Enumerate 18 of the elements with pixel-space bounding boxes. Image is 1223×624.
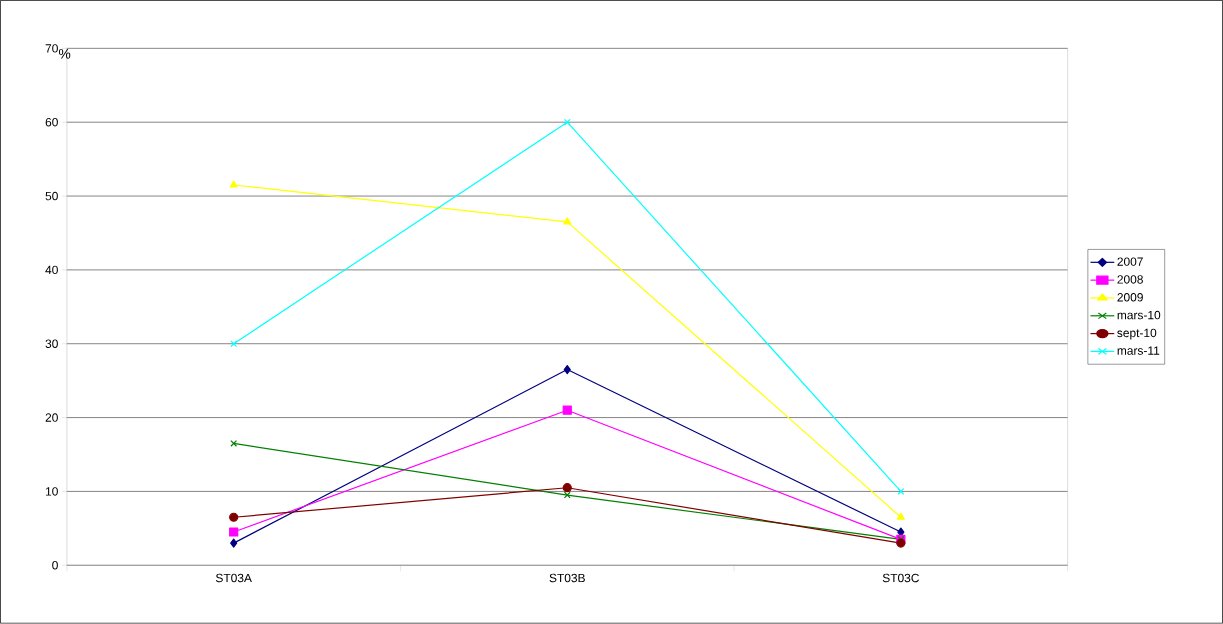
y-tick-label: 20 <box>45 413 58 422</box>
x-tick-label: ST03A <box>215 573 252 583</box>
y-tick-label: 10 <box>45 487 58 496</box>
y-tick-label: 30 <box>45 339 58 349</box>
y-axis-title: % <box>58 49 71 59</box>
legend-label: mars-11 <box>1117 346 1160 356</box>
y-tick-label: 0 <box>52 561 58 570</box>
legend-label: 2007 <box>1117 257 1143 267</box>
legend-label: sept-10 <box>1117 328 1157 340</box>
legend-label: 2009 <box>1117 293 1143 302</box>
legend-label: mars-10 <box>1117 311 1161 320</box>
x-tick-label: ST03B <box>549 573 585 583</box>
y-tick-label: 60 <box>45 118 58 127</box>
x-tick-label: ST03C <box>882 573 919 583</box>
y-tick-label: 50 <box>45 192 58 201</box>
legend-label: 2008 <box>1117 275 1143 284</box>
y-tick-label: 40 <box>45 265 58 275</box>
y-tick-label: 70 <box>45 44 58 53</box>
